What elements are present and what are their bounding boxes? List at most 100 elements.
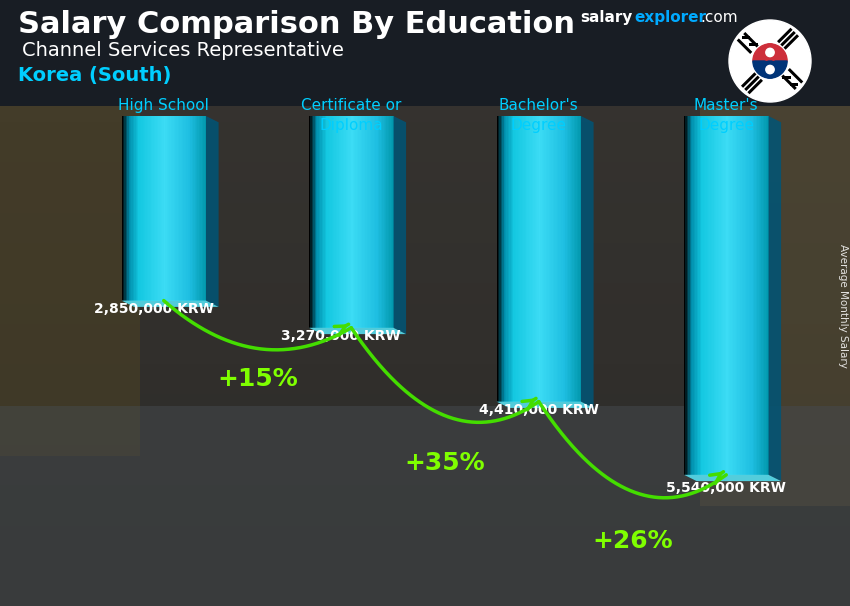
Bar [383,116,386,328]
Bar [743,116,745,474]
Bar [378,116,380,328]
Bar [377,116,378,328]
Bar [136,116,138,301]
Bar [158,116,160,301]
Bar [702,116,705,474]
Text: .com: .com [700,10,738,25]
Bar [734,116,735,474]
Text: +26%: +26% [592,529,673,553]
Bar [318,116,320,328]
Bar [372,116,374,328]
Bar [169,116,172,301]
Bar [364,116,366,328]
Bar [706,116,708,474]
Bar [552,116,553,402]
Bar [319,116,320,328]
Bar [141,116,143,301]
Bar [726,116,728,474]
Bar [544,116,547,402]
Bar [203,116,205,301]
Bar [741,72,757,88]
Bar [782,76,790,79]
Bar [747,116,749,474]
Bar [540,116,542,402]
Text: Average Monthly Salary: Average Monthly Salary [838,244,848,368]
Bar [196,116,198,301]
Bar [698,116,700,474]
Text: 5,540,000 KRW: 5,540,000 KRW [666,481,786,495]
Bar [375,116,377,328]
Bar [564,116,566,402]
Bar [502,116,504,402]
Bar [685,116,688,474]
Bar [766,116,768,474]
Bar [179,116,181,301]
Bar [749,116,751,474]
Bar [717,116,720,474]
Bar [0,406,850,606]
Bar [580,116,581,402]
Bar [777,28,792,43]
Bar [139,116,140,301]
Bar [343,116,345,328]
Bar [543,116,545,402]
Bar [329,116,331,328]
Bar [501,116,502,402]
Bar [321,116,324,328]
Bar [513,116,515,402]
Bar [140,116,142,301]
Bar [556,116,558,402]
Bar [346,116,348,328]
Bar [710,116,711,474]
Bar [385,116,387,328]
Bar [734,116,737,474]
Bar [327,116,329,328]
Bar [530,116,532,402]
Bar [526,116,528,402]
Bar [507,116,508,402]
Circle shape [762,44,779,61]
Bar [168,116,170,301]
Bar [788,68,803,84]
Bar [742,36,751,39]
Bar [688,116,690,474]
Bar [751,116,752,474]
Bar [392,116,394,328]
Bar [569,116,570,402]
Bar [323,116,325,328]
Bar [754,116,756,474]
Bar [700,106,850,506]
Bar [721,116,722,474]
Bar [188,116,190,301]
Bar [361,116,363,328]
Bar [725,116,727,474]
Bar [560,116,562,402]
Bar [519,116,521,402]
Bar [529,116,530,402]
Polygon shape [768,116,781,481]
Bar [130,116,132,301]
Bar [712,116,714,474]
Bar [177,116,178,301]
Bar [316,116,318,328]
Bar [511,116,513,402]
Bar [150,116,151,301]
Bar [197,116,200,301]
Bar [687,116,689,474]
Bar [533,116,535,402]
Bar [379,116,382,328]
Bar [693,116,694,474]
Bar [535,116,536,402]
Bar [184,116,185,301]
Bar [691,116,693,474]
Bar [708,116,710,474]
Bar [751,116,753,474]
Bar [548,116,551,402]
Bar [528,116,530,402]
Bar [371,116,373,328]
Bar [516,116,518,402]
Bar [554,116,556,402]
Bar [695,116,697,474]
Bar [336,116,337,328]
Bar [180,116,183,301]
